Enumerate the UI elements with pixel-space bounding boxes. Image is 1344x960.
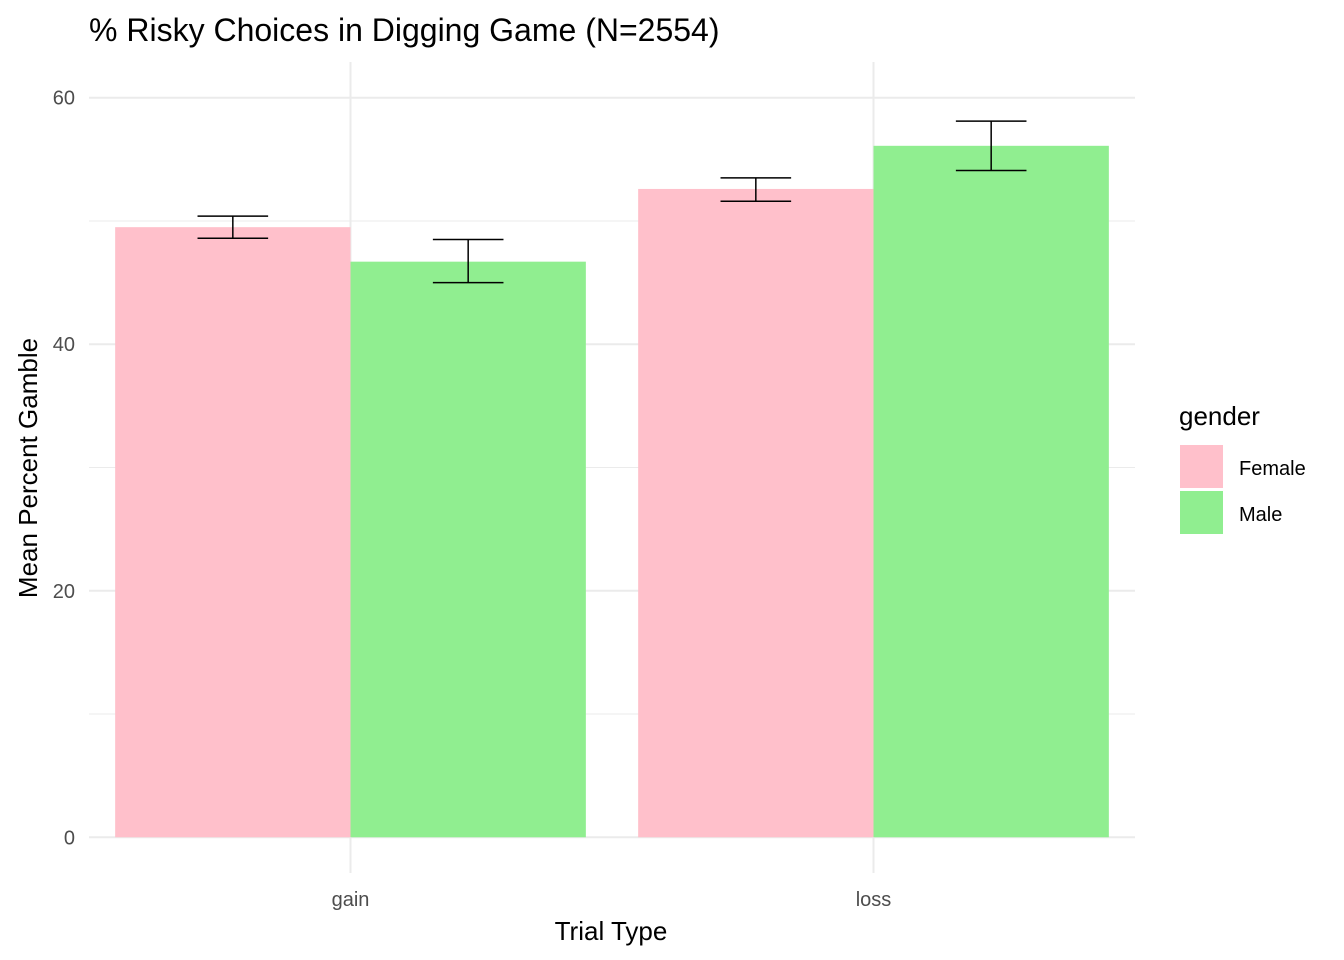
bar-male-loss — [873, 145, 1109, 838]
legend-key-female — [1180, 445, 1223, 488]
legend-label-female: Female — [1239, 458, 1306, 480]
y-tick-label: 60 — [53, 88, 75, 110]
y-tick-label: 0 — [64, 827, 75, 849]
x-tick-label: loss — [856, 889, 892, 911]
legend-label-male: Male — [1239, 504, 1282, 526]
legend-key-male — [1180, 491, 1223, 534]
y-tick-label: 20 — [53, 581, 75, 603]
bar-male-gain — [350, 261, 586, 838]
x-tick-label: gain — [332, 889, 370, 911]
x-axis-title: Trial Type — [555, 916, 668, 946]
error-bars — [197, 120, 1027, 284]
x-axis-ticks: gain loss — [332, 889, 892, 911]
chart-title: % Risky Choices in Digging Game (N=2554) — [89, 12, 719, 48]
bars — [115, 145, 1109, 838]
bar-female-loss — [638, 188, 874, 838]
y-axis-title: Mean Percent Gamble — [13, 338, 43, 598]
legend: gender Female Male — [1179, 401, 1306, 534]
y-axis-ticks: 0 20 40 60 — [53, 88, 75, 850]
legend-title: gender — [1179, 401, 1260, 431]
y-tick-label: 40 — [53, 334, 75, 356]
bar-female-gain — [115, 227, 351, 838]
